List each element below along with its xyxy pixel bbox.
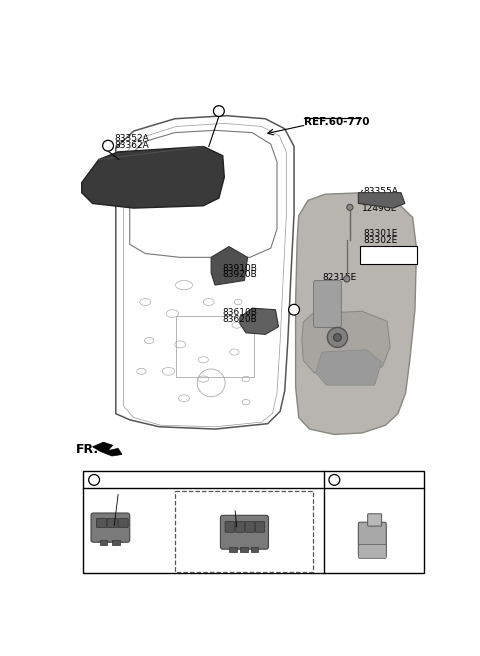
- Text: 93581F: 93581F: [93, 491, 126, 501]
- FancyBboxPatch shape: [368, 514, 382, 526]
- FancyBboxPatch shape: [240, 547, 248, 552]
- FancyBboxPatch shape: [245, 522, 254, 532]
- FancyBboxPatch shape: [359, 522, 386, 556]
- Text: 83302E: 83302E: [364, 236, 398, 245]
- Text: 83352A: 83352A: [114, 134, 149, 143]
- FancyBboxPatch shape: [313, 281, 341, 327]
- Text: 83920B: 83920B: [223, 270, 257, 279]
- Text: (W/SEAT WARMER): (W/SEAT WARMER): [181, 495, 273, 504]
- FancyBboxPatch shape: [251, 547, 258, 552]
- Text: 83301E: 83301E: [364, 229, 398, 238]
- FancyBboxPatch shape: [107, 518, 117, 527]
- Circle shape: [288, 304, 300, 315]
- FancyBboxPatch shape: [229, 547, 237, 552]
- Polygon shape: [240, 308, 278, 335]
- FancyBboxPatch shape: [96, 518, 107, 527]
- Text: b: b: [332, 476, 337, 484]
- FancyBboxPatch shape: [359, 544, 386, 558]
- Text: b: b: [216, 106, 222, 115]
- Polygon shape: [359, 193, 405, 208]
- Text: a: a: [291, 305, 297, 314]
- Polygon shape: [82, 146, 224, 208]
- Polygon shape: [93, 442, 122, 456]
- Text: 82315A: 82315A: [364, 250, 398, 258]
- Polygon shape: [211, 247, 248, 285]
- Polygon shape: [302, 311, 390, 375]
- Polygon shape: [316, 350, 382, 385]
- FancyBboxPatch shape: [235, 522, 244, 532]
- FancyBboxPatch shape: [83, 472, 424, 573]
- Circle shape: [334, 334, 341, 341]
- FancyBboxPatch shape: [255, 522, 264, 532]
- Text: 83362A: 83362A: [114, 141, 149, 150]
- FancyBboxPatch shape: [225, 522, 234, 532]
- Circle shape: [344, 276, 350, 282]
- FancyBboxPatch shape: [360, 246, 417, 264]
- Text: 93581F: 93581F: [182, 507, 216, 516]
- Circle shape: [347, 204, 353, 211]
- FancyBboxPatch shape: [118, 518, 128, 527]
- Text: 83610B: 83610B: [223, 308, 258, 318]
- Circle shape: [89, 474, 99, 485]
- FancyBboxPatch shape: [175, 491, 312, 571]
- Text: 83910B: 83910B: [223, 264, 258, 272]
- Text: 1249GE: 1249GE: [362, 204, 397, 213]
- Circle shape: [327, 327, 348, 348]
- Circle shape: [329, 474, 340, 485]
- Text: H83912: H83912: [344, 477, 384, 487]
- FancyBboxPatch shape: [112, 540, 120, 545]
- Circle shape: [103, 140, 113, 151]
- Text: 83620B: 83620B: [223, 315, 257, 324]
- FancyBboxPatch shape: [91, 513, 130, 543]
- Polygon shape: [296, 193, 417, 434]
- Text: 83365C: 83365C: [364, 194, 399, 203]
- FancyBboxPatch shape: [99, 540, 107, 545]
- Circle shape: [214, 106, 224, 117]
- Text: FR.: FR.: [75, 443, 98, 457]
- FancyBboxPatch shape: [220, 516, 268, 549]
- Text: 82315: 82315: [364, 256, 393, 266]
- Text: b: b: [105, 141, 111, 150]
- Text: 82315E: 82315E: [322, 273, 356, 282]
- Text: a: a: [91, 476, 97, 484]
- Text: 83355A: 83355A: [364, 186, 399, 195]
- Text: REF.60-770: REF.60-770: [304, 117, 370, 127]
